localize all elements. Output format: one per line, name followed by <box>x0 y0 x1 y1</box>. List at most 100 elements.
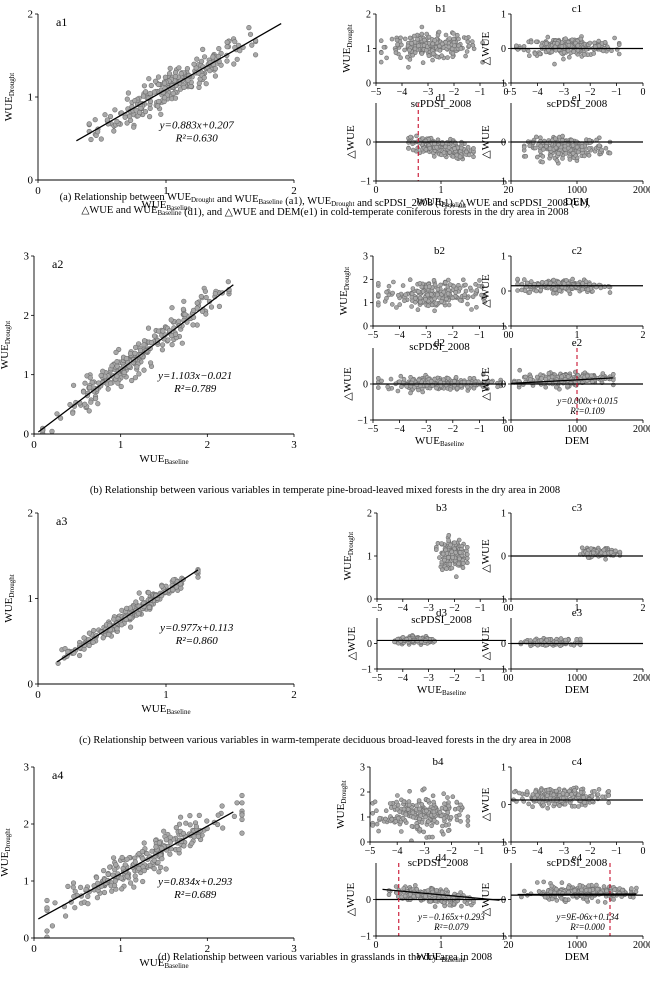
data-point <box>446 538 451 543</box>
data-point <box>563 637 568 643</box>
x-tick-label: 0 <box>504 846 509 857</box>
data-point <box>215 53 221 60</box>
data-point <box>159 347 165 353</box>
data-point <box>419 24 425 30</box>
points-a1 <box>86 25 259 143</box>
data-point <box>549 49 555 55</box>
data-point <box>176 821 183 827</box>
panel-label: c2 <box>572 245 582 257</box>
data-point <box>98 372 104 379</box>
data-point <box>586 153 592 158</box>
data-point <box>565 383 570 389</box>
data-point <box>148 340 154 346</box>
data-point <box>563 278 569 283</box>
data-point <box>456 36 461 42</box>
data-point <box>582 153 587 159</box>
data-point <box>83 886 89 893</box>
data-point <box>94 895 100 901</box>
data-point <box>561 56 566 62</box>
panel-label: c1 <box>572 3 582 15</box>
data-point <box>419 820 425 825</box>
data-point <box>109 888 115 894</box>
data-point <box>239 816 245 823</box>
x-tick-label: 0 <box>504 330 509 341</box>
x-tick-label: 0 <box>509 673 514 684</box>
data-point <box>439 890 445 895</box>
x-tick-label: 2 <box>641 603 646 614</box>
x-tick-label: 2 <box>504 940 509 951</box>
data-point <box>401 376 407 382</box>
data-point <box>220 825 226 831</box>
data-point <box>178 585 184 591</box>
data-point <box>423 147 429 152</box>
data-point <box>201 75 207 81</box>
data-point <box>128 624 134 630</box>
data-point <box>44 934 50 938</box>
y-tick-label: 0 <box>501 552 506 563</box>
data-point <box>428 378 434 384</box>
data-point <box>430 41 436 47</box>
data-point <box>442 557 447 563</box>
data-point <box>395 388 401 394</box>
data-point <box>54 411 60 417</box>
data-point <box>194 300 200 306</box>
x-tick-label: 0 <box>374 940 379 951</box>
fit-line <box>382 888 500 901</box>
panel-label: e2 <box>572 337 582 349</box>
data-point <box>414 133 419 139</box>
data-point <box>219 803 225 809</box>
data-point <box>540 154 546 159</box>
data-point <box>124 856 130 862</box>
data-point <box>598 285 604 291</box>
data-point <box>384 55 389 61</box>
data-point <box>432 38 438 43</box>
y-tick-label: 1 <box>24 369 30 381</box>
data-point <box>516 790 522 796</box>
panel-a2: 0 1 2 3 0 1 2 3 a2 WUEBaseline WUEDrought y=1.103x−… <box>0 251 297 467</box>
points-e2 <box>511 367 616 392</box>
data-point <box>87 385 93 391</box>
data-point <box>404 54 410 60</box>
data-point <box>409 823 415 829</box>
points-e1 <box>521 133 613 166</box>
data-point <box>541 147 546 152</box>
points-b3 <box>433 532 470 580</box>
y-tick-label: 0 <box>363 322 368 333</box>
data-point <box>404 384 410 389</box>
fit-line <box>517 893 637 896</box>
data-point <box>465 814 471 820</box>
y-axis-label: WUEDrought <box>3 574 16 622</box>
y-tick-label: 0 <box>28 679 34 691</box>
y-axis-label: △WUE <box>480 31 492 65</box>
data-point <box>436 29 442 35</box>
y-tick-label: 3 <box>363 252 368 263</box>
y-tick-label: 1 <box>367 552 372 563</box>
data-point <box>145 325 152 331</box>
data-point <box>474 304 479 310</box>
data-point <box>446 555 451 560</box>
data-point <box>410 286 416 291</box>
data-point <box>439 567 445 573</box>
data-point <box>480 372 486 377</box>
fit-equation: y=0.883x+0.207 <box>159 120 235 132</box>
data-point <box>128 117 134 123</box>
data-point <box>375 302 381 308</box>
data-point <box>445 795 450 800</box>
data-point <box>464 901 470 907</box>
x-tick-label: 2000 <box>633 940 650 951</box>
data-point <box>601 884 607 889</box>
data-point <box>383 808 389 814</box>
data-point <box>395 42 400 47</box>
data-point <box>398 373 404 379</box>
data-point <box>602 39 608 45</box>
data-point <box>566 889 571 895</box>
data-point <box>124 120 130 126</box>
data-point <box>86 408 92 414</box>
figure-caption: (c) Relationship between various variabl… <box>79 735 571 746</box>
x-tick-label: −2 <box>449 603 460 614</box>
x-tick-label: 2 <box>205 943 211 955</box>
x-tick-label: −1 <box>474 424 485 435</box>
data-point <box>431 799 436 805</box>
data-point <box>253 52 259 58</box>
